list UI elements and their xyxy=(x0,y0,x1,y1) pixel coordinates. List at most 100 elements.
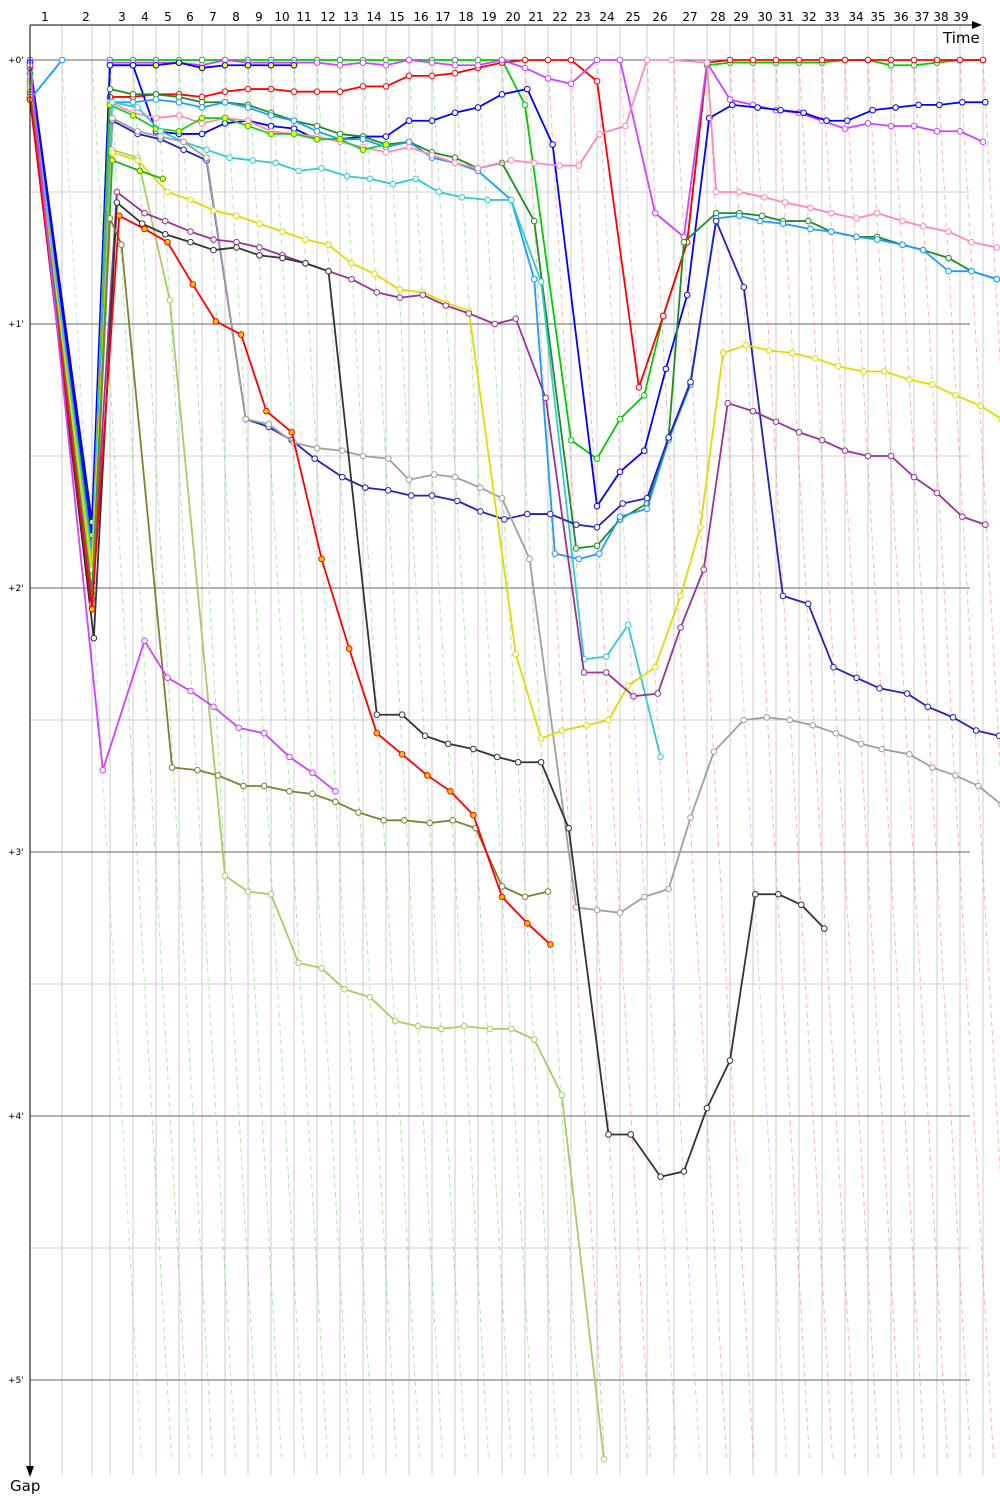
data-point xyxy=(919,246,927,254)
data-point xyxy=(827,209,835,217)
data-point xyxy=(834,362,842,370)
data-point xyxy=(899,217,906,225)
series-19 xyxy=(26,96,554,948)
data-point xyxy=(616,468,624,476)
data-point xyxy=(233,238,240,246)
data-point xyxy=(157,127,164,135)
data-point xyxy=(507,1025,515,1033)
lap-label: 19 xyxy=(481,10,496,24)
data-point xyxy=(995,732,1000,740)
data-point xyxy=(491,320,499,328)
data-point xyxy=(366,175,374,183)
data-point xyxy=(680,1168,688,1175)
data-point xyxy=(290,61,298,69)
lap-crossing-line xyxy=(844,59,925,1460)
data-point xyxy=(687,378,694,386)
data-point xyxy=(605,1131,612,1138)
data-point xyxy=(382,56,390,64)
data-point xyxy=(567,436,575,444)
data-point xyxy=(414,1022,422,1030)
data-point xyxy=(382,83,390,90)
data-point xyxy=(524,919,531,927)
data-point xyxy=(359,59,367,66)
data-point xyxy=(547,941,554,948)
data-point xyxy=(152,61,160,69)
data-point xyxy=(724,399,732,407)
data-point xyxy=(933,489,941,497)
data-point xyxy=(700,566,708,573)
data-point xyxy=(109,157,116,164)
lap-label: 12 xyxy=(320,10,335,24)
series-line xyxy=(29,91,1000,740)
data-point xyxy=(542,394,550,402)
lap-label: 18 xyxy=(458,10,473,24)
data-point xyxy=(180,146,187,154)
data-point xyxy=(187,196,194,204)
data-point xyxy=(198,114,206,122)
data-point xyxy=(175,98,183,106)
data-point xyxy=(526,555,533,563)
data-point xyxy=(442,302,450,309)
data-point xyxy=(635,384,643,391)
lap-crossing-line xyxy=(706,59,787,1460)
x-axis-arrow-icon xyxy=(972,21,982,29)
data-point xyxy=(627,1131,635,1138)
data-point xyxy=(910,473,918,481)
data-point xyxy=(318,964,325,972)
data-point xyxy=(267,85,275,93)
series-line xyxy=(29,59,997,563)
data-point xyxy=(113,188,121,196)
data-point xyxy=(189,281,197,288)
data-point xyxy=(616,909,624,917)
data-point xyxy=(355,809,362,816)
data-point xyxy=(558,1091,566,1099)
data-point xyxy=(641,391,648,399)
data-point xyxy=(451,473,459,481)
data-point xyxy=(256,252,263,259)
data-point xyxy=(118,241,125,249)
lap-crossing-line xyxy=(959,59,1000,773)
data-point xyxy=(260,729,268,737)
data-point xyxy=(857,740,865,748)
data-point xyxy=(910,122,918,130)
data-point xyxy=(336,130,344,138)
lap-label: 25 xyxy=(625,10,640,24)
data-point xyxy=(596,550,603,557)
data-point xyxy=(945,267,952,275)
data-point xyxy=(651,209,659,217)
data-point xyxy=(290,125,298,132)
lap-label: 20 xyxy=(505,10,520,24)
data-point xyxy=(593,542,601,550)
lap-label: 30 xyxy=(757,10,772,24)
data-point xyxy=(945,254,952,262)
data-point xyxy=(580,669,588,676)
data-point xyxy=(680,238,688,246)
data-point xyxy=(302,236,309,243)
data-point xyxy=(359,135,367,143)
data-point xyxy=(929,764,936,771)
data-point xyxy=(596,130,603,138)
data-point xyxy=(616,415,624,423)
data-point xyxy=(458,193,466,201)
data-point xyxy=(244,888,252,895)
data-point xyxy=(115,212,123,220)
data-point xyxy=(106,85,114,93)
lap-label: 35 xyxy=(870,10,885,24)
data-point xyxy=(556,162,563,169)
series-line xyxy=(29,94,986,698)
data-point xyxy=(537,758,545,766)
data-point xyxy=(382,141,390,148)
lap-label: 39 xyxy=(953,10,968,24)
lap-label: 24 xyxy=(599,10,614,24)
data-point xyxy=(194,766,201,774)
data-point xyxy=(339,447,346,455)
data-point xyxy=(493,753,501,761)
data-point xyxy=(233,244,240,251)
data-point xyxy=(166,296,174,304)
data-point xyxy=(405,143,413,151)
data-point xyxy=(498,56,506,64)
data-point xyxy=(460,1022,468,1030)
data-point xyxy=(512,650,520,658)
data-point xyxy=(993,244,1000,251)
